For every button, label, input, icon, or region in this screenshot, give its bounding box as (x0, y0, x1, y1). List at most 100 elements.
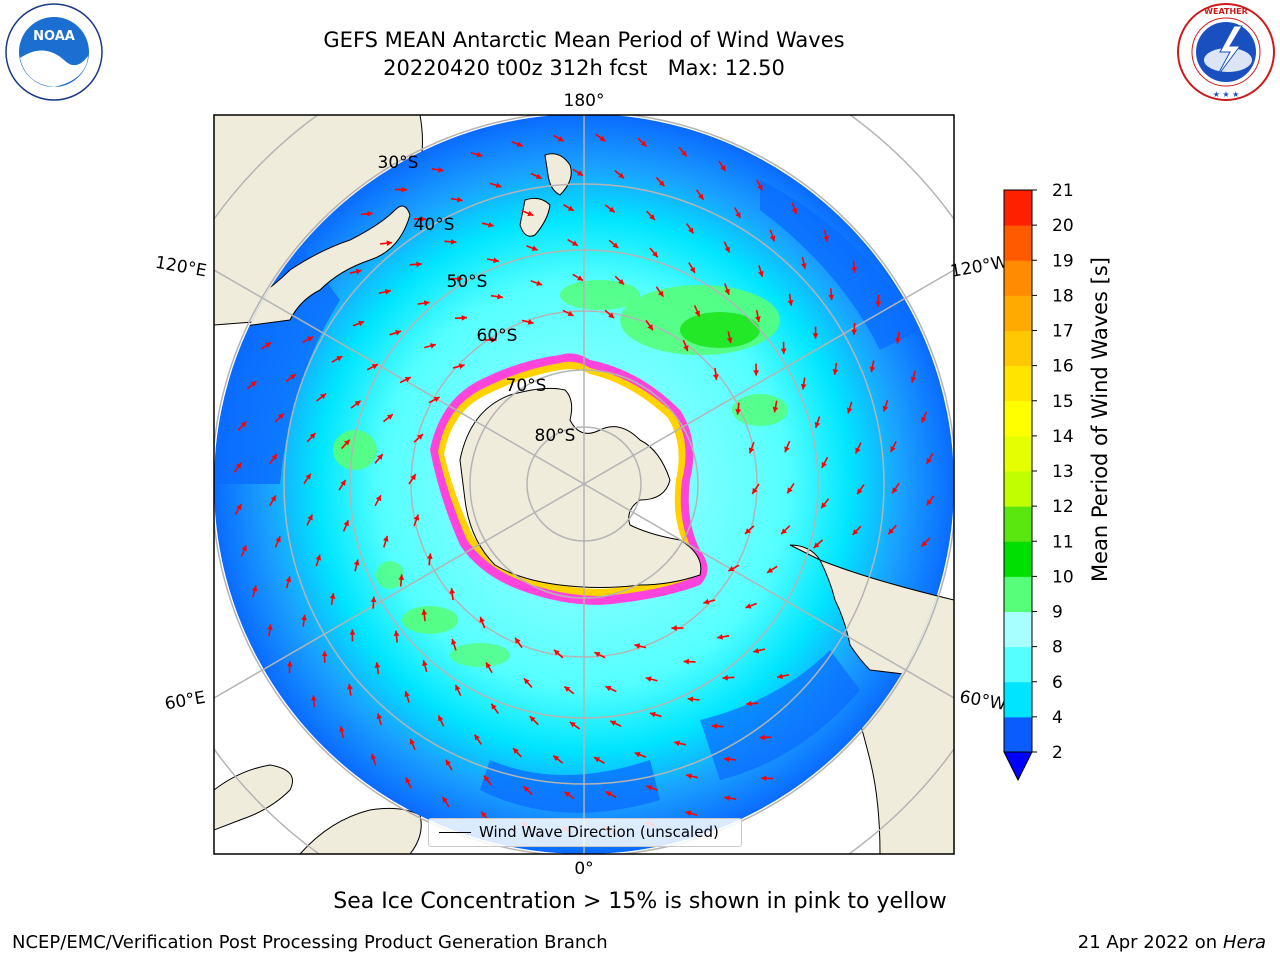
wind-wave-arrow-head (307, 514, 313, 521)
colorbar-extend-triangle (1003, 751, 1033, 782)
wind-wave-arrow-head (832, 369, 839, 375)
wave-patch-green-4 (732, 394, 788, 426)
wind-wave-arrow-head (605, 791, 612, 797)
svg-text:NOAA: NOAA (33, 29, 75, 44)
wind-wave-arrow-head (744, 528, 751, 534)
wind-wave-arrow-head (890, 446, 896, 453)
wind-wave-arrow-head (812, 333, 819, 339)
wind-wave-arrow-head (241, 545, 247, 552)
wind-wave-arrow-head (426, 553, 433, 559)
wind-wave-arrow-head (634, 643, 641, 649)
wind-wave-arrow-head (852, 529, 859, 535)
wind-wave-arrow-head (420, 216, 426, 222)
wind-wave-arrow-head (527, 319, 534, 325)
colorbar-tick-label: 20 (1052, 216, 1074, 236)
lat-label-30s: 30°S (378, 153, 419, 173)
wind-wave-arrow-head (610, 720, 617, 726)
nws-logo: WEATHER ★ ★ ★ (1177, 3, 1275, 101)
wind-wave-arrow-head (594, 757, 601, 763)
wind-wave-arrow-head (236, 504, 242, 511)
wind-wave-arrow-head (686, 773, 692, 779)
wind-wave-arrow-head (438, 715, 444, 722)
svg-text:★ ★ ★: ★ ★ ★ (1213, 90, 1240, 99)
wind-wave-arrow-head (921, 540, 928, 547)
wave-band-deep-se (700, 650, 860, 780)
wave-patch-green-6 (402, 606, 458, 634)
legend-label: Wind Wave Direction (unscaled) (479, 823, 719, 841)
colorbar-tick-label: 11 (1052, 532, 1074, 552)
wind-wave-arrow-head (780, 348, 787, 354)
svg-text:WEATHER: WEATHER (1204, 7, 1248, 16)
wind-wave-arrow-head (343, 520, 349, 527)
wind-wave-arrow-head (712, 374, 719, 380)
wind-wave-arrow-head (417, 434, 424, 440)
lat-label-50s: 50°S (447, 272, 488, 292)
antarctica-land (459, 387, 702, 588)
wind-wave-arrow-head (608, 312, 615, 319)
wind-wave-arrow-head (649, 214, 655, 220)
wind-wave-arrow-head (531, 245, 538, 251)
wind-wave-arrow-head (371, 364, 378, 370)
wind-wave-arrow-head (658, 180, 665, 187)
wind-wave-arrow-head (401, 186, 407, 193)
wind-wave-arrow-head (801, 263, 807, 269)
wind-wave-arrow-head (267, 624, 273, 630)
wind-wave-arrow-head (698, 193, 704, 200)
wind-wave-arrow-head (746, 700, 752, 707)
wind-wave-arrow-head (529, 716, 536, 722)
wind-wave-arrow-head (689, 266, 695, 273)
map-legend: Wind Wave Direction (unscaled) (428, 818, 742, 847)
wind-wave-arrow-head (926, 499, 933, 506)
colorbar-tick-label: 10 (1052, 567, 1074, 587)
colorbar-segment (1004, 611, 1032, 648)
wind-wave-arrow-head (240, 421, 247, 428)
wind-wave-arrow-head (416, 261, 422, 268)
wind-wave-arrow-head (421, 609, 428, 615)
wind-wave-arrow-head (344, 439, 350, 446)
wind-wave-arrow-head (423, 300, 430, 306)
wind-wave-arrow-head (488, 221, 494, 228)
colorbar-tick-label: 9 (1052, 603, 1063, 623)
wind-wave-arrow-head (767, 567, 774, 573)
wind-wave-arrow-head (851, 329, 858, 335)
wind-wave-arrow-head (703, 598, 710, 605)
wave-band-deep-south (480, 760, 660, 813)
wind-wave-arrow-head (787, 300, 794, 306)
wind-wave-arrow-head (557, 136, 564, 142)
colorbar-tick-label: 8 (1052, 638, 1063, 658)
wind-wave-arrow-head (486, 662, 492, 669)
wind-wave-arrow-head (374, 662, 381, 668)
wind-wave-arrow-head (355, 268, 362, 275)
colorbar-segment (1004, 295, 1032, 331)
wind-wave-arrow-head (748, 447, 755, 454)
new-zealand-south (519, 197, 551, 237)
lon-label-120e: 120°E (154, 253, 208, 282)
wind-wave-arrow-head (382, 535, 389, 542)
wind-wave-arrow-head (745, 603, 752, 609)
wind-wave-arrow-head (753, 647, 760, 654)
wind-wave-arrow-head (921, 416, 927, 423)
wind-wave-arrow-head (516, 141, 523, 147)
colorbar-segment (1004, 365, 1032, 402)
wind-wave-arrow-head (888, 528, 894, 535)
wind-wave-arrow-head (404, 376, 411, 383)
wind-wave-arrow-head (430, 343, 436, 349)
wind-wave-arrow-head (711, 723, 718, 730)
wind-wave-arrow-head (828, 294, 835, 301)
wind-wave-arrow-head (336, 356, 343, 362)
lat-label-40s: 40°S (414, 215, 455, 235)
colorbar-segment (1004, 646, 1032, 683)
colorbar-segment (1004, 471, 1032, 507)
wind-wave-arrow-head (433, 396, 440, 403)
wind-wave-arrow-head (527, 210, 534, 217)
wind-wave-arrow-head (451, 638, 457, 645)
lat-label-80s: 80°S (535, 426, 576, 446)
colorbar-segment (1004, 435, 1032, 472)
wind-wave-arrow-head (753, 370, 759, 376)
wind-wave-arrow-head (491, 703, 497, 710)
wind-wave-arrow-head (353, 559, 360, 566)
wind-wave-arrow-head (612, 242, 619, 249)
colorbar-segment (1004, 225, 1032, 261)
map-content (214, 115, 954, 854)
lon-label-60w: 60°W (958, 687, 1008, 715)
